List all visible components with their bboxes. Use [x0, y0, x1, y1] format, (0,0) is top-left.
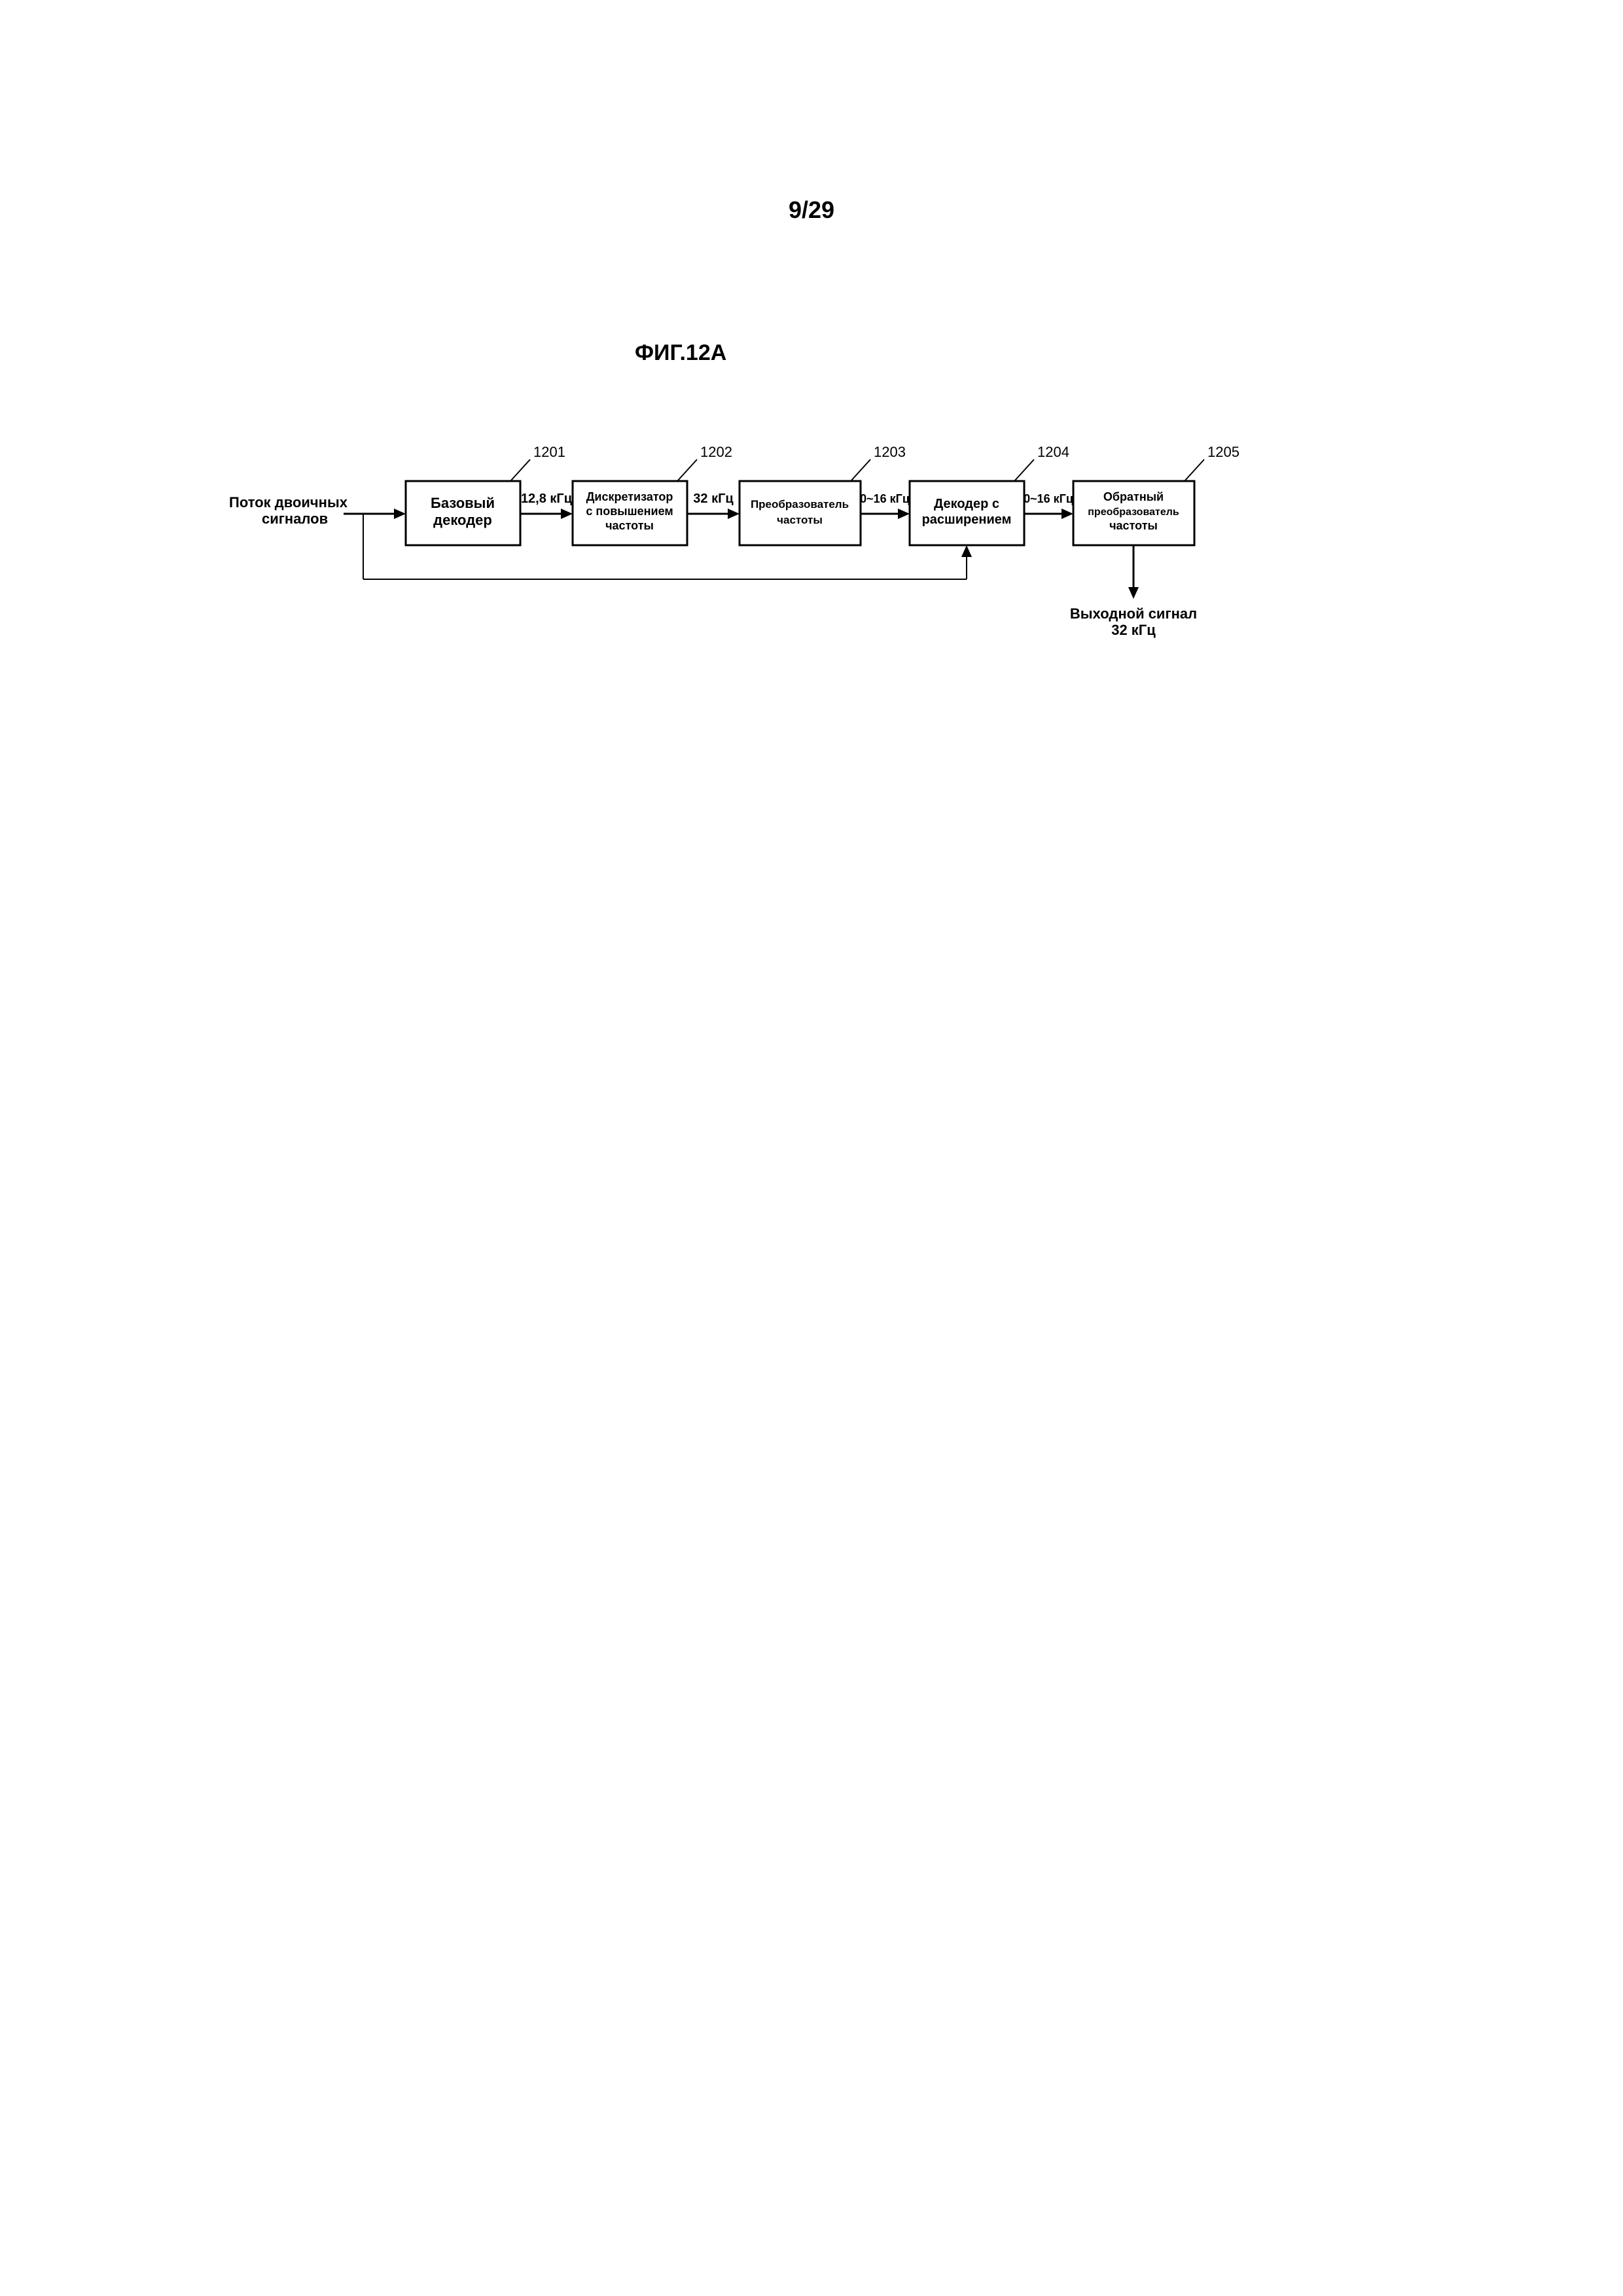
svg-text:32 кГц: 32 кГц [1111, 622, 1156, 638]
svg-text:декодер: декодер [433, 512, 492, 528]
svg-text:расширением: расширением [922, 512, 1012, 527]
svg-text:1201: 1201 [533, 444, 565, 460]
svg-text:1203: 1203 [874, 444, 906, 460]
svg-text:частоты: частоты [605, 519, 654, 532]
svg-text:0~16 кГц: 0~16 кГц [1024, 492, 1073, 505]
svg-text:1202: 1202 [700, 444, 732, 460]
svg-text:Базовый: Базовый [431, 495, 495, 511]
svg-text:12,8 кГц: 12,8 кГц [521, 492, 573, 506]
svg-text:Обратный: Обратный [1103, 490, 1164, 503]
svg-text:частоты: частоты [777, 514, 823, 526]
svg-text:частоты: частоты [1109, 519, 1158, 532]
svg-text:Дискретизатор: Дискретизатор [586, 490, 673, 503]
svg-text:сигналов: сигналов [262, 511, 328, 527]
svg-text:Преобразователь: Преобразователь [751, 498, 849, 511]
svg-text:1205: 1205 [1207, 444, 1240, 460]
svg-text:Декодер с: Декодер с [934, 497, 999, 511]
svg-text:1204: 1204 [1037, 444, 1069, 460]
page-number: 9/29 [789, 196, 834, 224]
svg-text:ФИГ.12A: ФИГ.12A [635, 340, 726, 365]
svg-text:преобразователь: преобразователь [1088, 507, 1179, 518]
svg-text:Поток двоичных: Поток двоичных [229, 494, 348, 511]
svg-text:с повышением: с повышением [586, 505, 673, 518]
svg-text:32 кГц: 32 кГц [693, 492, 734, 506]
svg-text:0~16 кГц: 0~16 кГц [860, 492, 910, 505]
figure-diagram: ФИГ.12A Поток двоичных сигналов Базовый … [177, 321, 1289, 844]
svg-text:Выходной сигнал: Выходной сигнал [1070, 605, 1197, 622]
